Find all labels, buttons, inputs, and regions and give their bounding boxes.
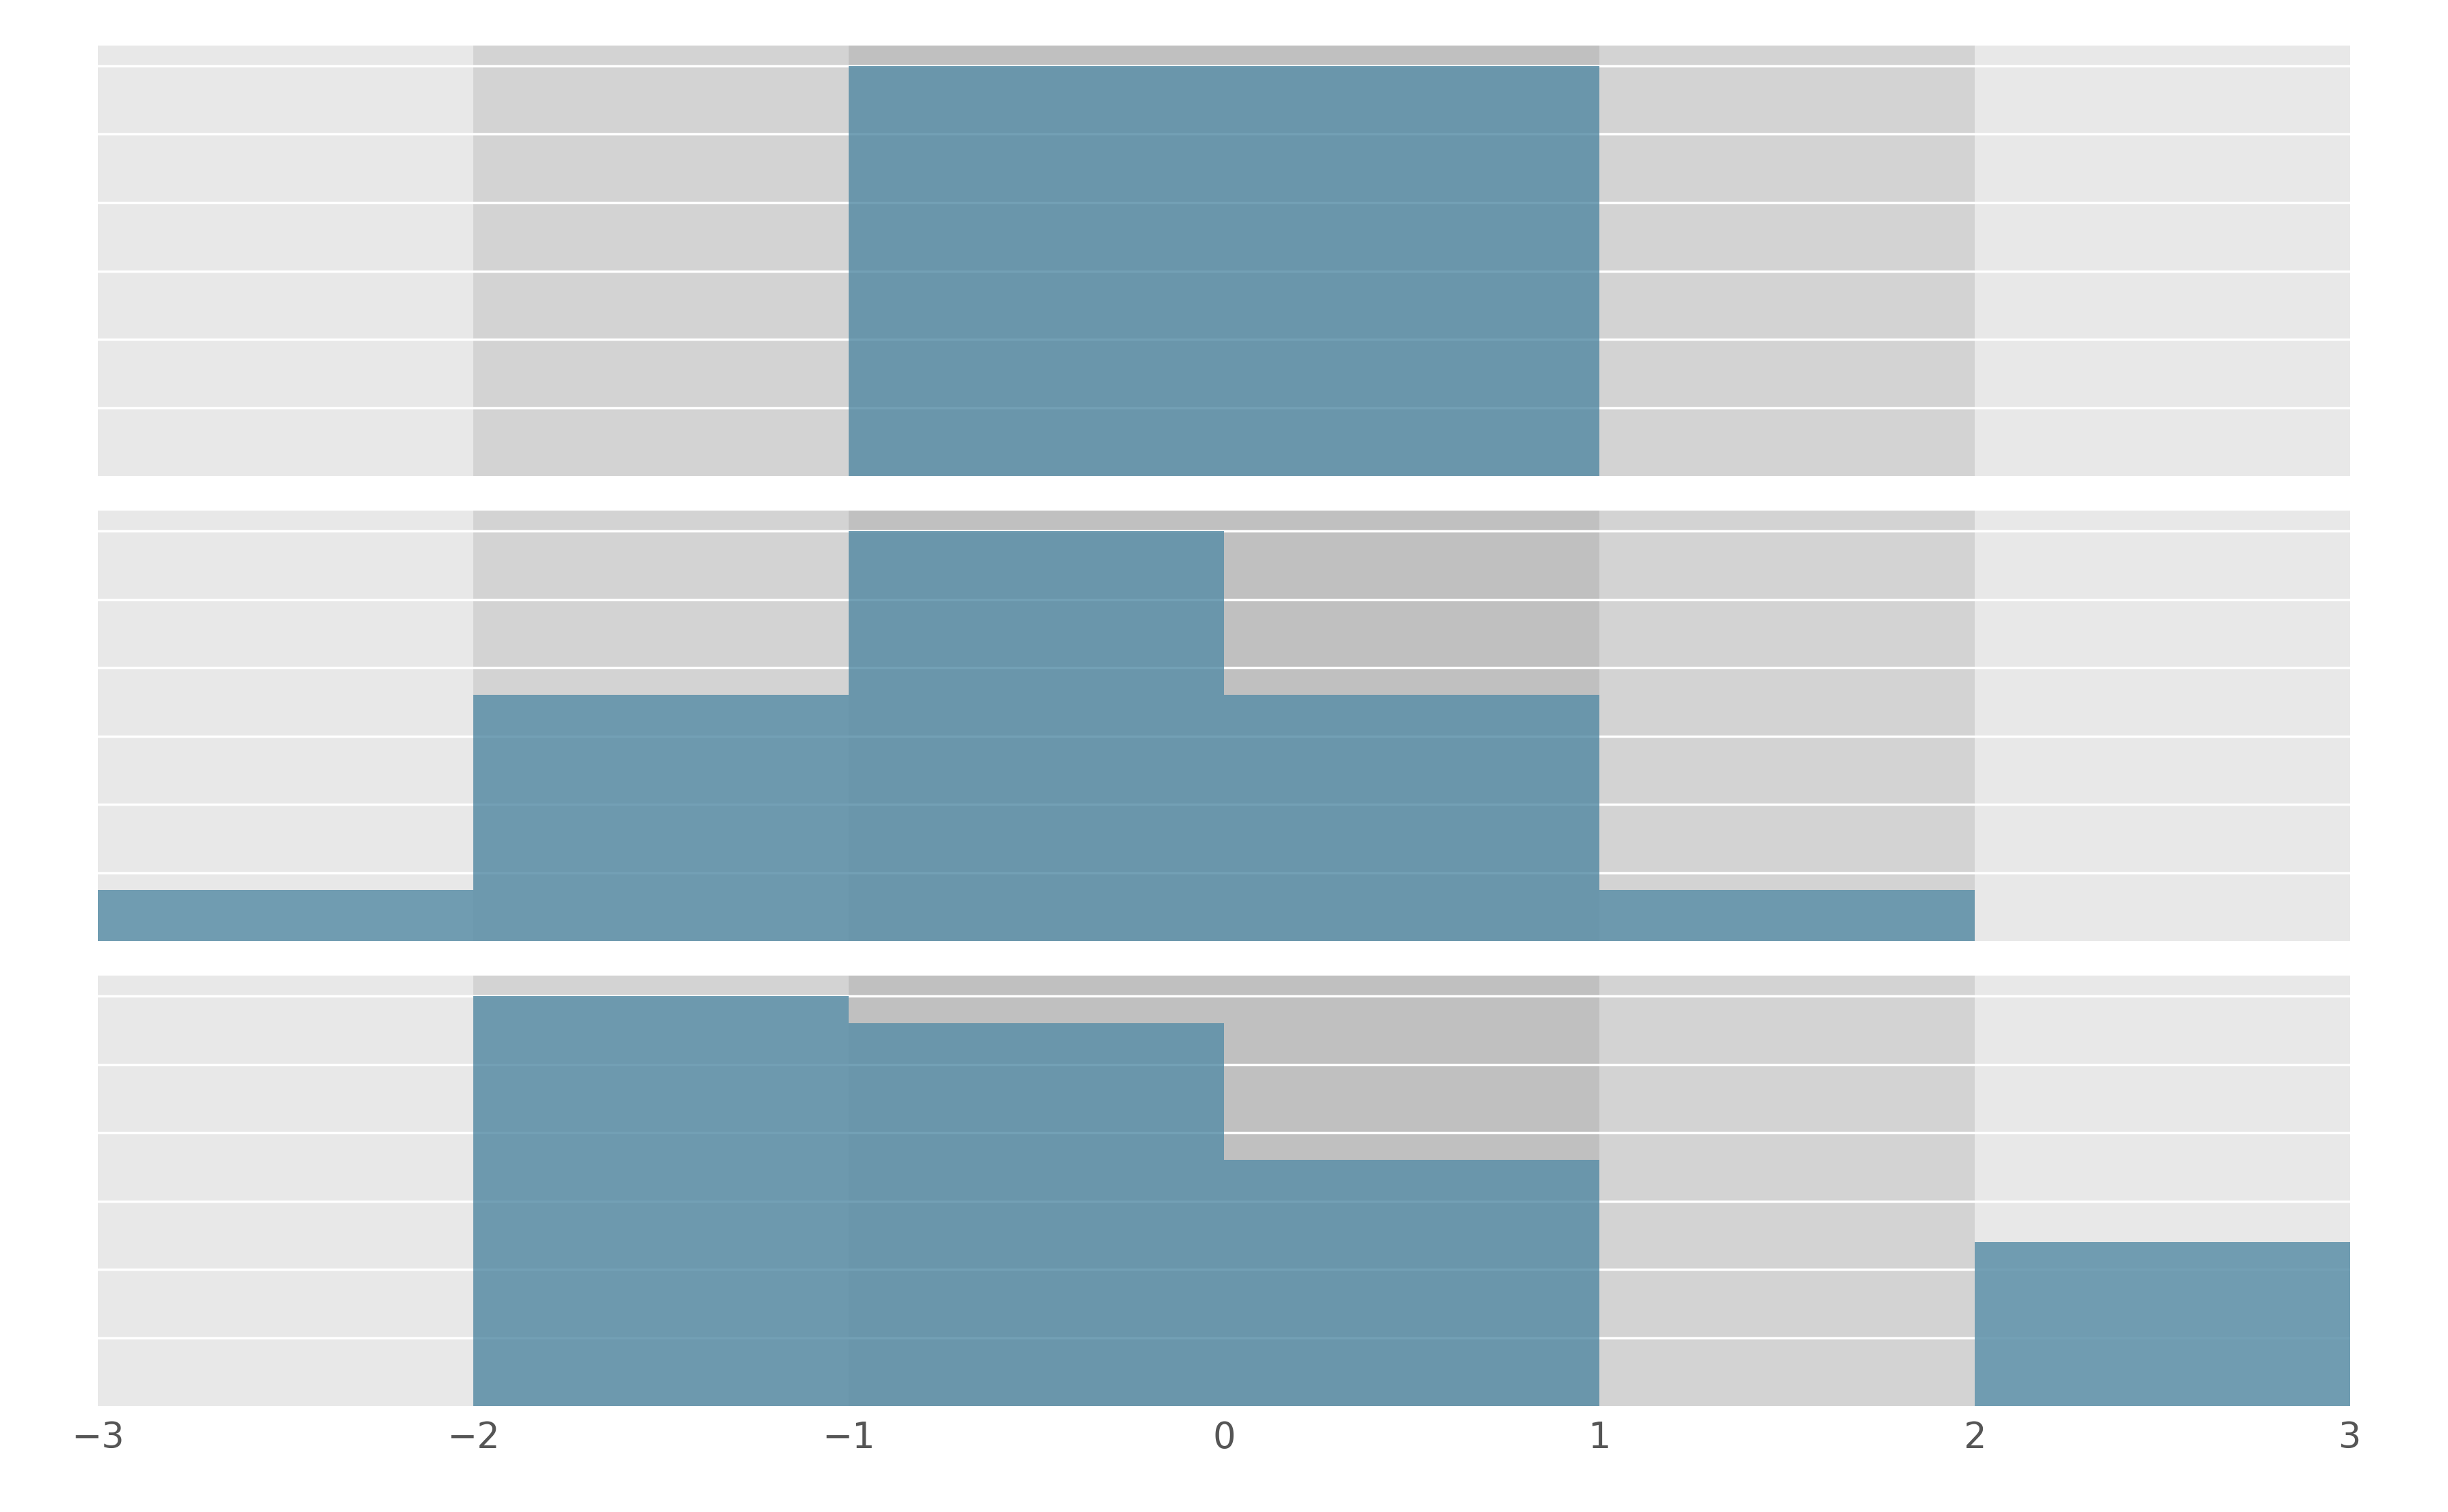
Bar <box>849 1024 1224 1406</box>
Bar <box>849 67 1224 476</box>
Bar <box>472 996 849 1406</box>
Bar <box>98 511 472 940</box>
Bar <box>472 975 849 1406</box>
Bar <box>98 889 472 940</box>
Bar <box>1224 975 1599 1406</box>
Bar <box>849 531 1224 940</box>
Bar <box>1224 696 1599 940</box>
Bar <box>849 975 1224 1406</box>
Bar <box>98 45 472 476</box>
Bar <box>849 511 1224 940</box>
Bar <box>1599 889 1976 940</box>
Bar <box>1224 45 1599 476</box>
Bar <box>1599 975 1976 1406</box>
Bar <box>472 511 849 940</box>
Bar <box>849 45 1224 476</box>
Bar <box>1976 975 2350 1406</box>
Bar <box>472 45 849 476</box>
Bar <box>1224 511 1599 940</box>
Bar <box>1599 511 1976 940</box>
Bar <box>1224 1160 1599 1406</box>
Bar <box>472 696 849 940</box>
Bar <box>1976 45 2350 476</box>
Bar <box>98 975 472 1406</box>
Bar <box>1599 45 1976 476</box>
Bar <box>1976 511 2350 940</box>
Bar <box>1224 67 1599 476</box>
Bar <box>1976 1243 2350 1406</box>
